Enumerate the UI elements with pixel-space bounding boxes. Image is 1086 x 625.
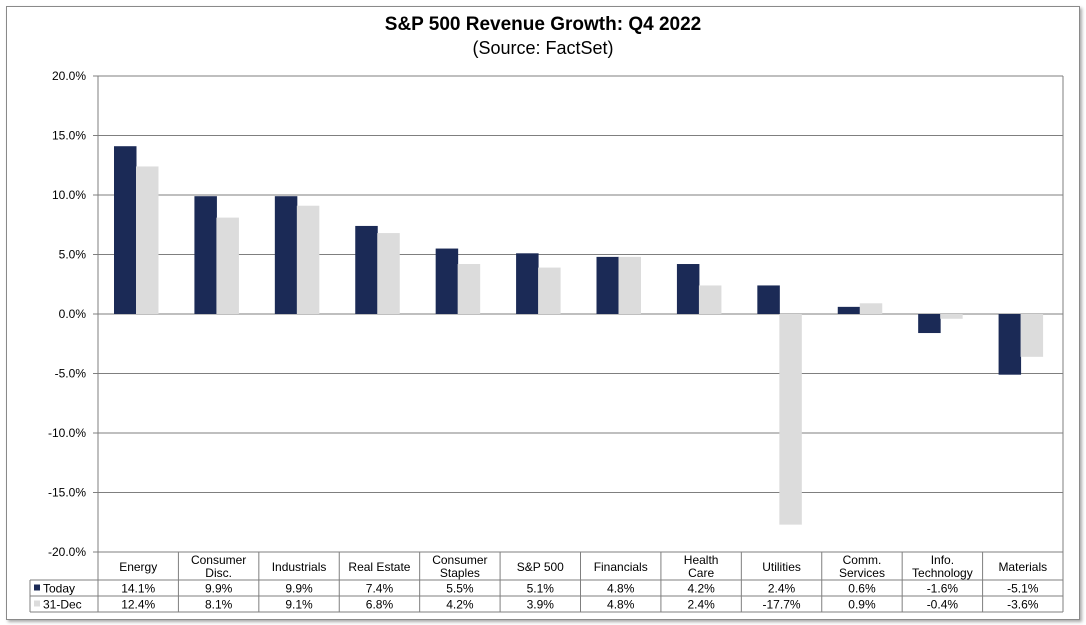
category-label: Comm. <box>843 553 882 567</box>
bar-31-dec <box>1020 314 1044 357</box>
legend-key <box>34 600 40 607</box>
category-label: Financials <box>594 560 648 574</box>
data-label: -3.6% <box>1007 598 1039 612</box>
y-tick-label: -5.0% <box>55 367 87 381</box>
bar-31-dec <box>618 256 641 314</box>
category-label: Industrials <box>272 560 327 574</box>
data-label: 6.8% <box>366 598 394 612</box>
bar-31-dec <box>698 285 722 314</box>
category-label: Services <box>839 566 885 580</box>
chart-subtitle: (Source: FactSet) <box>472 38 614 58</box>
data-label: 9.9% <box>285 582 313 596</box>
data-label: 0.9% <box>848 598 876 612</box>
bar-31-dec <box>859 303 883 314</box>
bar-today <box>596 256 619 314</box>
category-label: Info. <box>931 553 954 567</box>
bar-31-dec <box>296 205 320 314</box>
chart-frame <box>6 6 1080 620</box>
data-label: 9.1% <box>285 598 313 612</box>
category-label: Disc. <box>205 566 232 580</box>
y-tick-label: 0.0% <box>59 307 87 321</box>
category-label: Real Estate <box>348 560 410 574</box>
bar-today <box>676 264 700 314</box>
y-tick-label: -20.0% <box>48 545 86 559</box>
data-label: 5.5% <box>446 582 474 596</box>
data-label: -17.7% <box>763 598 801 612</box>
bar-31-dec <box>136 166 159 314</box>
bar-31-dec <box>216 217 239 314</box>
y-tick-label: 10.0% <box>52 188 86 202</box>
legend-label: Today <box>43 582 75 596</box>
bar-today <box>998 314 1022 375</box>
category-label: Consumer <box>191 553 246 567</box>
data-label: 4.2% <box>446 598 474 612</box>
bar-today <box>274 196 298 314</box>
bar-31-dec <box>377 233 400 314</box>
category-label: Utilities <box>762 560 801 574</box>
data-label: 5.1% <box>527 582 555 596</box>
category-label: Consumer <box>432 553 487 567</box>
bar-31-dec <box>940 314 963 319</box>
data-label: 4.2% <box>687 582 715 596</box>
data-label: 4.8% <box>607 598 635 612</box>
data-label: 7.4% <box>366 582 394 596</box>
y-tick-label: 20.0% <box>52 69 86 83</box>
data-label: 12.4% <box>121 598 155 612</box>
data-label: -5.1% <box>1007 582 1039 596</box>
category-label: Technology <box>912 566 973 580</box>
bar-today <box>516 253 539 314</box>
data-label: 0.6% <box>848 582 876 596</box>
data-label: 8.1% <box>205 598 233 612</box>
category-label: Care <box>688 566 714 580</box>
data-label: -0.4% <box>927 598 959 612</box>
category-label: Health <box>684 553 719 567</box>
category-label: S&P 500 <box>517 560 564 574</box>
data-label: 14.1% <box>121 582 155 596</box>
bar-today <box>114 146 137 314</box>
chart-title: S&P 500 Revenue Growth: Q4 2022 <box>384 14 702 35</box>
bar-31-dec <box>457 264 481 314</box>
legend-key <box>34 584 40 591</box>
bar-today <box>355 225 378 314</box>
y-tick-label: -10.0% <box>48 426 86 440</box>
bar-today <box>194 196 217 314</box>
bar-31-dec <box>779 314 802 525</box>
bar-today <box>918 314 941 334</box>
legend-label: 31-Dec <box>43 598 82 612</box>
data-label: 4.8% <box>607 582 635 596</box>
bar-31-dec <box>538 267 561 314</box>
data-label: 3.9% <box>527 598 555 612</box>
y-tick-label: 15.0% <box>52 129 86 143</box>
bar-today <box>757 285 780 314</box>
y-tick-label: -15.0% <box>48 486 86 500</box>
bar-today <box>435 248 459 314</box>
y-tick-label: 5.0% <box>59 248 87 262</box>
category-label: Staples <box>440 566 480 580</box>
data-label: 9.9% <box>205 582 233 596</box>
category-label: Materials <box>998 560 1047 574</box>
category-label: Energy <box>119 560 157 574</box>
data-label: 2.4% <box>768 582 796 596</box>
data-label: -1.6% <box>927 582 959 596</box>
bar-today <box>837 306 861 314</box>
data-label: 2.4% <box>687 598 715 612</box>
